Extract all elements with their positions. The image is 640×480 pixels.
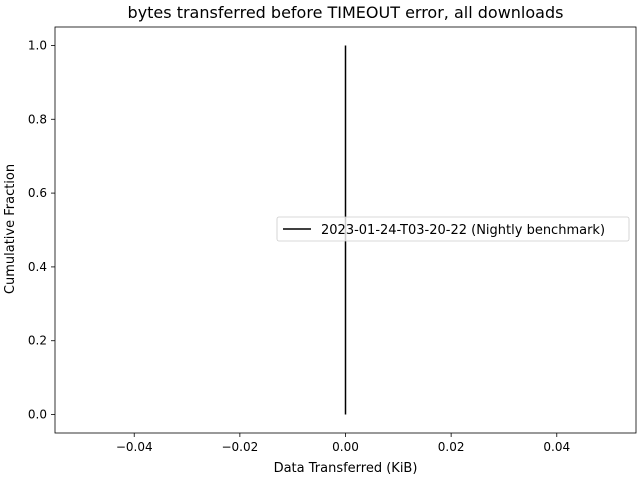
chart-title: bytes transferred before TIMEOUT error, …	[128, 3, 564, 22]
y-axis-ticks: 0.0 0.2 0.4 0.6 0.8 1.0	[28, 38, 55, 422]
y-tick-label: 1.0	[28, 38, 47, 52]
x-axis-ticks: −0.04 −0.02 0.00 0.02 0.04	[116, 433, 570, 454]
x-tick-label: −0.02	[221, 440, 258, 454]
x-tick-label: 0.04	[543, 440, 570, 454]
legend: 2023-01-24-T03-20-22 (Nightly benchmark)	[276, 216, 630, 242]
x-tick-label: 0.00	[332, 440, 359, 454]
x-tick-label: −0.04	[116, 440, 153, 454]
plot-area-frame	[54, 26, 637, 434]
legend-entry-label: 2023-01-24-T03-20-22 (Nightly benchmark)	[321, 223, 605, 238]
y-tick-label: 0.0	[28, 408, 47, 422]
x-axis-label: Data Transferred (KiB)	[274, 461, 418, 476]
y-axis-label: Cumulative Fraction	[3, 164, 18, 294]
y-tick-label: 0.4	[28, 260, 47, 274]
legend-box	[276, 216, 630, 242]
y-tick-label: 0.2	[28, 334, 47, 348]
y-tick-label: 0.6	[28, 186, 47, 200]
y-tick-label: 0.8	[28, 112, 47, 126]
x-tick-label: 0.02	[438, 440, 465, 454]
